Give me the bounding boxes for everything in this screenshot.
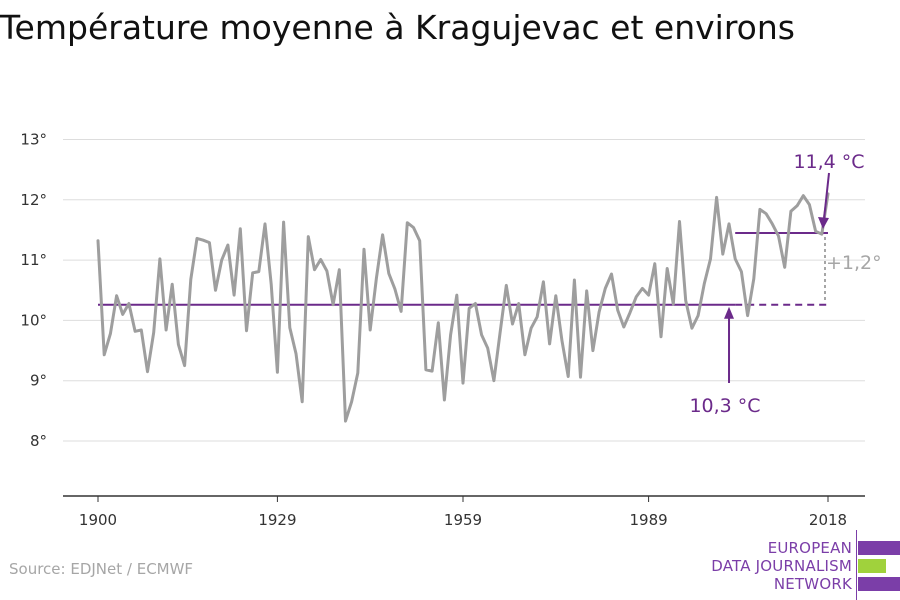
baseline-mean-label: 10,3 °C xyxy=(689,395,760,417)
series-layer xyxy=(96,192,830,423)
y-tick-label: 11° xyxy=(20,251,47,269)
logo-bar xyxy=(858,541,900,555)
y-tick-label: 9° xyxy=(30,372,47,390)
y-tick-label: 8° xyxy=(30,432,47,450)
recent-mean-label: 11,4 °C xyxy=(793,151,864,173)
source-note: Source: EDJNet / ECMWF xyxy=(9,560,194,578)
difference-label: +1,2° xyxy=(826,252,882,274)
reference-lines xyxy=(98,231,828,306)
logo-divider xyxy=(856,530,857,600)
logo-text-line: DATA JOURNALISM xyxy=(711,557,852,575)
recent-arrow-shaft xyxy=(823,172,830,220)
logo-bar xyxy=(858,577,900,591)
y-tick-label: 13° xyxy=(20,131,47,149)
x-tick-label: 1989 xyxy=(629,511,667,529)
logo-text-line: EUROPEAN xyxy=(767,539,852,557)
edjnet-logo: EUROPEAN DATA JOURNALISM NETWORK xyxy=(700,530,900,600)
grid-lines: 8° 9° 10° 11° 12° 13° xyxy=(20,131,865,450)
x-tick-label: 1929 xyxy=(258,511,296,529)
chart-title: Température moyenne à Kragujevac et envi… xyxy=(0,8,795,47)
temperature-series-line xyxy=(96,192,830,423)
y-tick-label: 10° xyxy=(20,311,47,329)
x-tick-label: 1959 xyxy=(444,511,482,529)
x-tick-label: 2018 xyxy=(809,511,847,529)
logo-text-line: NETWORK xyxy=(773,575,852,593)
baseline-arrow-head xyxy=(724,306,735,319)
x-axis: 1900 1929 1959 1989 2018 xyxy=(63,495,865,529)
annotations: +1,2° 10,3 °C 11,4 °C xyxy=(689,151,881,417)
logo-bar xyxy=(858,559,886,573)
recent-arrow-head xyxy=(818,216,829,229)
y-tick-label: 12° xyxy=(20,191,47,209)
x-tick-label: 1900 xyxy=(79,511,117,529)
